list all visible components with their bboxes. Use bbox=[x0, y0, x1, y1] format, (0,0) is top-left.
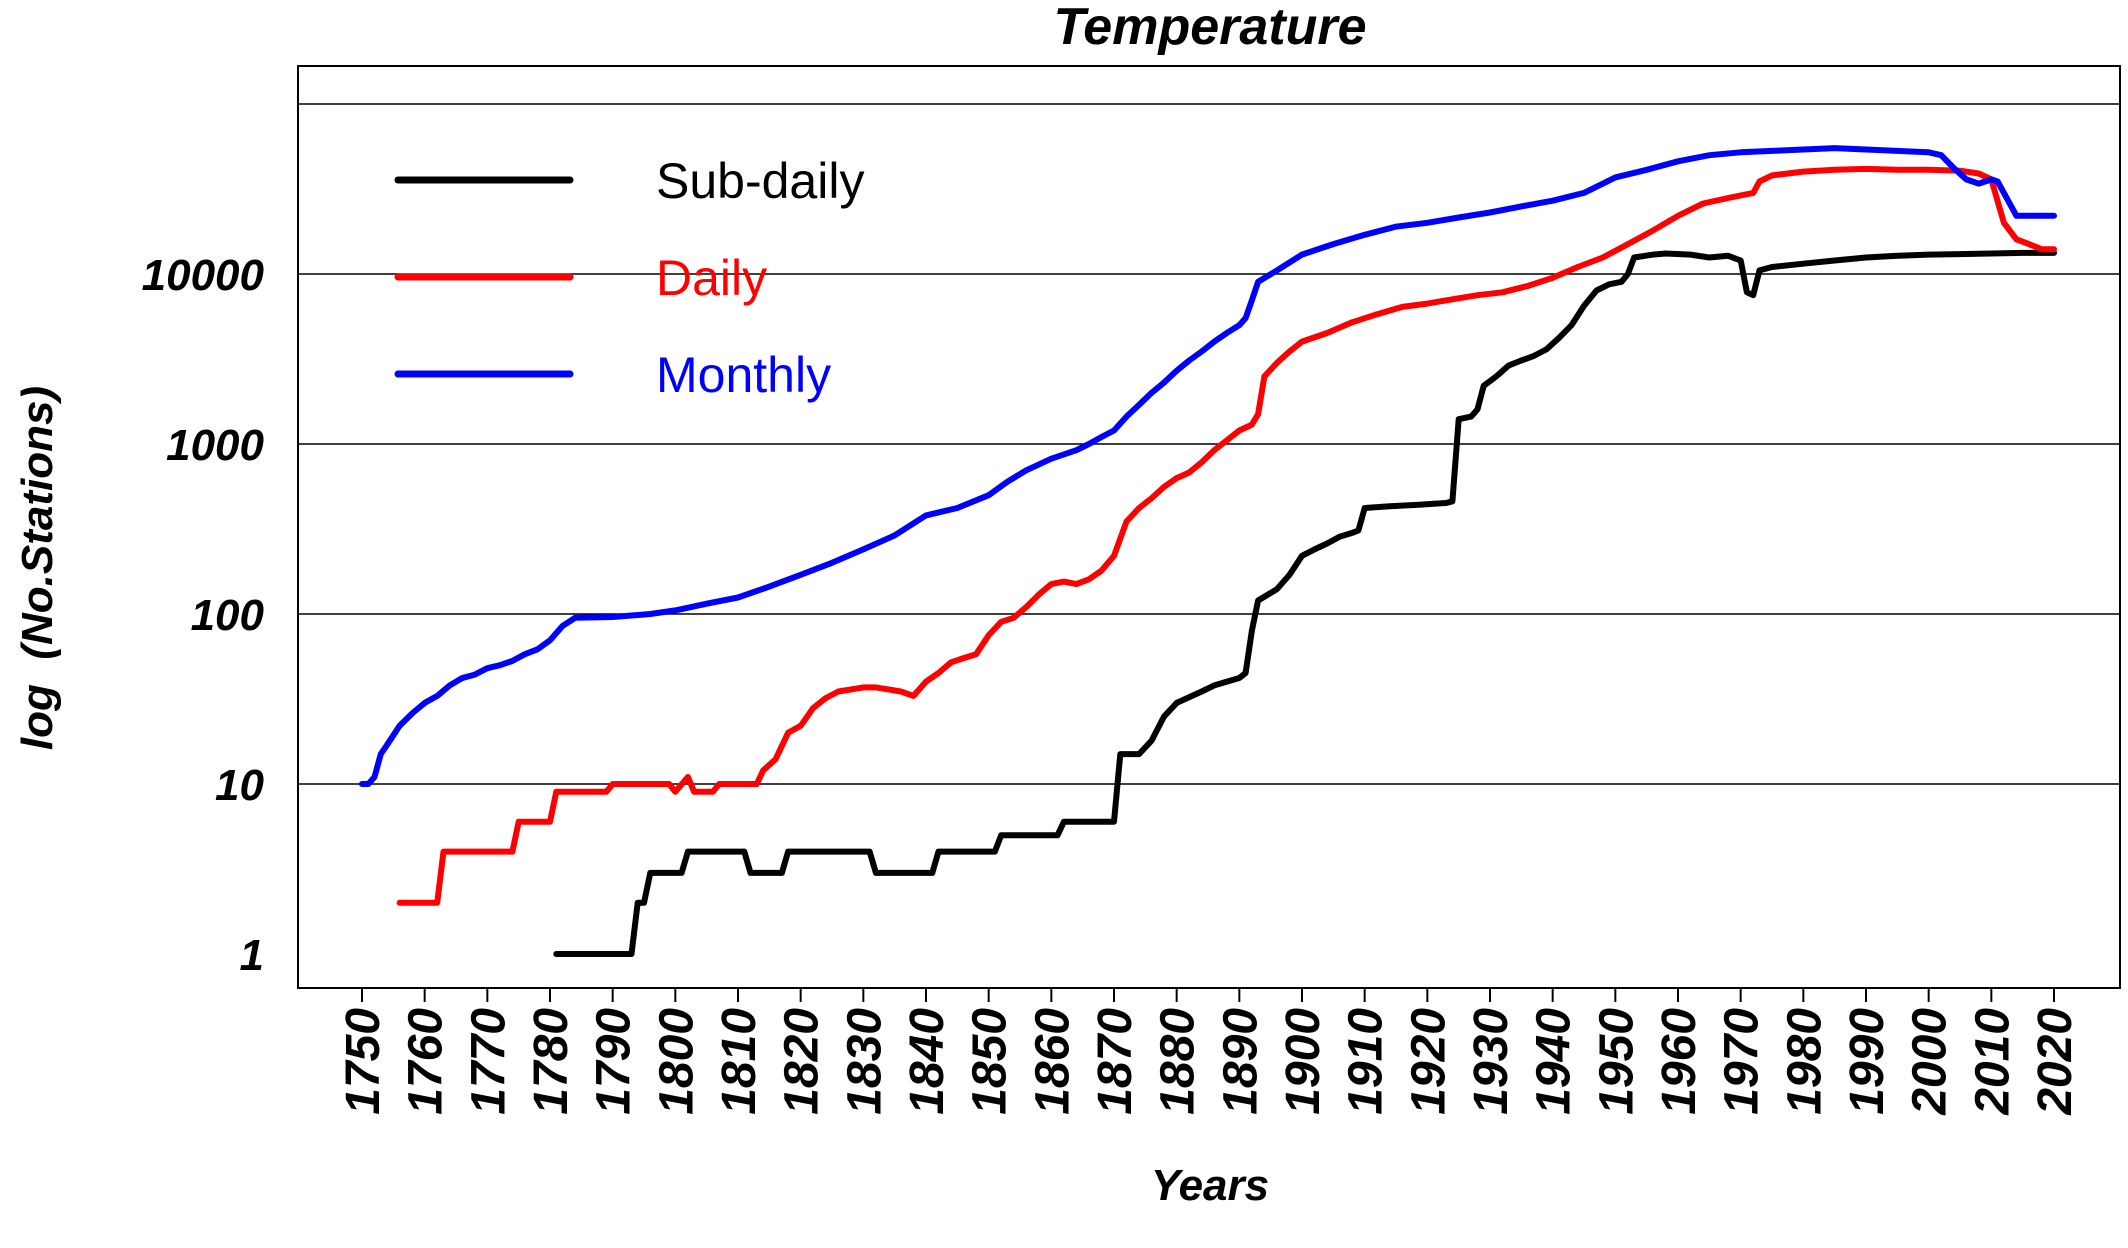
x-tick-label: 2000 bbox=[1904, 1008, 1957, 1116]
x-tick-label: 1960 bbox=[1653, 1008, 1706, 1115]
series-line-sub-daily bbox=[553, 249, 2057, 957]
y-tick-label: 10000 bbox=[142, 251, 265, 300]
x-tick-label: 1800 bbox=[650, 1008, 703, 1115]
x-tick-label: 1830 bbox=[838, 1008, 891, 1115]
y-tick-label: 100 bbox=[191, 591, 265, 640]
x-tick-label: 1920 bbox=[1402, 1008, 1455, 1115]
x-tick-label: 1820 bbox=[776, 1008, 829, 1115]
legend-label-monthly: Monthly bbox=[656, 347, 831, 403]
x-tick-label: 1840 bbox=[901, 1008, 954, 1115]
x-tick-label: 1870 bbox=[1089, 1008, 1142, 1115]
legend: Sub-daily Daily Monthly bbox=[394, 153, 864, 403]
series-line-daily bbox=[396, 165, 2057, 906]
x-tick-label: 1790 bbox=[588, 1008, 641, 1115]
x-tick-label: 1750 bbox=[337, 1008, 390, 1115]
series-lines bbox=[359, 145, 2057, 957]
plot-frame bbox=[297, 65, 2121, 989]
x-tick-label: 2010 bbox=[1966, 1008, 2019, 1116]
x-tick-label: 1900 bbox=[1277, 1008, 1330, 1115]
chart-title: Temperature bbox=[1053, 0, 1366, 56]
x-axis bbox=[361, 987, 2055, 1002]
series-line-monthly bbox=[359, 145, 2057, 787]
legend-label-daily: Daily bbox=[656, 250, 767, 306]
x-tick-label: 1980 bbox=[1778, 1008, 1831, 1115]
x-tick-label: 1890 bbox=[1214, 1008, 1267, 1115]
y-gridlines bbox=[298, 103, 2120, 785]
x-tick-label: 1970 bbox=[1716, 1008, 1769, 1115]
x-tick-label: 1780 bbox=[525, 1008, 578, 1115]
y-axis-title: log (No.Stations) bbox=[13, 386, 62, 750]
x-tick-label: 1760 bbox=[400, 1008, 453, 1115]
y-tick-label: 10 bbox=[215, 761, 264, 810]
x-tick-labels: 1750 1760 1770 1780 1790 1800 1810 1820 1830 1840… bbox=[337, 1008, 2082, 1116]
x-tick-label: 1770 bbox=[462, 1008, 515, 1115]
x-tick-label: 1860 bbox=[1026, 1008, 1079, 1115]
y-tick-label: 1 bbox=[240, 931, 264, 980]
x-tick-label: 1940 bbox=[1528, 1008, 1581, 1115]
x-tick-label: 1810 bbox=[713, 1008, 766, 1115]
x-tick-label: 1930 bbox=[1465, 1008, 1518, 1115]
y-tick-labels: 1 10 100 1000 10000 bbox=[142, 251, 265, 980]
x-tick-label: 2020 bbox=[2029, 1008, 2082, 1116]
x-tick-label: 1990 bbox=[1841, 1008, 1894, 1115]
x-tick-label: 1910 bbox=[1340, 1008, 1393, 1115]
x-tick-label: 1950 bbox=[1590, 1008, 1643, 1115]
x-tick-label: 1880 bbox=[1152, 1008, 1205, 1115]
x-axis-title: Years bbox=[1151, 1161, 1269, 1210]
legend-label-sub-daily: Sub-daily bbox=[656, 153, 864, 209]
x-tick-label: 1850 bbox=[964, 1008, 1017, 1115]
y-tick-label: 1000 bbox=[166, 421, 264, 470]
